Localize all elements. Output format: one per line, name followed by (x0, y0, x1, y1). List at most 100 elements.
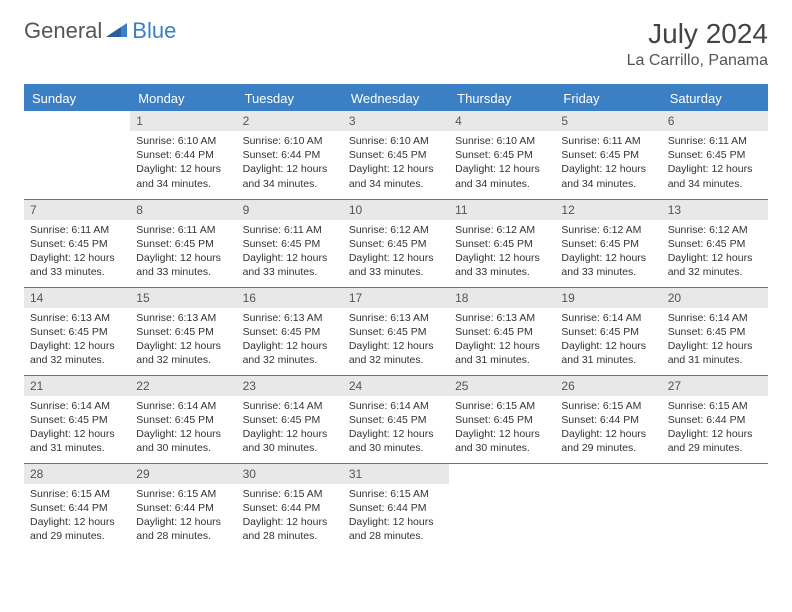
sunset-text: Sunset: 6:44 PM (561, 413, 655, 427)
sunrise-text: Sunrise: 6:11 AM (136, 223, 230, 237)
sunset-text: Sunset: 6:44 PM (243, 148, 337, 162)
daylight-text: Daylight: 12 hours and 31 minutes. (561, 339, 655, 367)
calendar-cell: 1Sunrise: 6:10 AMSunset: 6:44 PMDaylight… (130, 111, 236, 199)
day-details: Sunrise: 6:10 AMSunset: 6:45 PMDaylight:… (449, 131, 555, 195)
daylight-text: Daylight: 12 hours and 30 minutes. (136, 427, 230, 455)
sunrise-text: Sunrise: 6:14 AM (668, 311, 762, 325)
sunset-text: Sunset: 6:45 PM (349, 413, 443, 427)
sunrise-text: Sunrise: 6:15 AM (243, 487, 337, 501)
calendar-cell: 12Sunrise: 6:12 AMSunset: 6:45 PMDayligh… (555, 199, 661, 287)
calendar-cell: 28Sunrise: 6:15 AMSunset: 6:44 PMDayligh… (24, 463, 130, 551)
day-details: Sunrise: 6:13 AMSunset: 6:45 PMDaylight:… (24, 308, 130, 372)
sunset-text: Sunset: 6:45 PM (455, 413, 549, 427)
daylight-text: Daylight: 12 hours and 32 minutes. (243, 339, 337, 367)
sunrise-text: Sunrise: 6:12 AM (349, 223, 443, 237)
day-details: Sunrise: 6:14 AMSunset: 6:45 PMDaylight:… (343, 396, 449, 460)
sunrise-text: Sunrise: 6:10 AM (455, 134, 549, 148)
daylight-text: Daylight: 12 hours and 33 minutes. (561, 251, 655, 279)
daylight-text: Daylight: 12 hours and 32 minutes. (349, 339, 443, 367)
day-details: Sunrise: 6:13 AMSunset: 6:45 PMDaylight:… (343, 308, 449, 372)
daylight-text: Daylight: 12 hours and 28 minutes. (243, 515, 337, 543)
day-number: 11 (449, 200, 555, 220)
calendar-cell: 15Sunrise: 6:13 AMSunset: 6:45 PMDayligh… (130, 287, 236, 375)
calendar-week: 14Sunrise: 6:13 AMSunset: 6:45 PMDayligh… (24, 287, 768, 375)
day-number: 28 (24, 464, 130, 484)
day-number: 23 (237, 376, 343, 396)
day-number: 7 (24, 200, 130, 220)
calendar-cell: 3Sunrise: 6:10 AMSunset: 6:45 PMDaylight… (343, 111, 449, 199)
sunrise-text: Sunrise: 6:14 AM (243, 399, 337, 413)
day-number: 21 (24, 376, 130, 396)
sunrise-text: Sunrise: 6:11 AM (668, 134, 762, 148)
sunset-text: Sunset: 6:45 PM (30, 237, 124, 251)
day-number: 17 (343, 288, 449, 308)
calendar-cell: 23 Sunrise: 6:14 AMSunset: 6:45 PMDayligh… (237, 375, 343, 463)
day-details: Sunrise: 6:14 AMSunset: 6:45 PMDaylight:… (555, 308, 661, 372)
sunset-text: Sunset: 6:45 PM (561, 148, 655, 162)
title-block: July 2024 La Carrillo, Panama (627, 18, 768, 70)
day-details: Sunrise: 6:13 AMSunset: 6:45 PMDaylight:… (237, 308, 343, 372)
weekday-header: Sunday (24, 85, 130, 111)
weekday-header: Thursday (449, 85, 555, 111)
sunrise-text: Sunrise: 6:12 AM (455, 223, 549, 237)
calendar-table: SundayMondayTuesdayWednesdayThursdayFrid… (24, 84, 768, 551)
calendar-cell: 20Sunrise: 6:14 AMSunset: 6:45 PMDayligh… (662, 287, 768, 375)
day-details: Sunrise: 6:10 AMSunset: 6:45 PMDaylight:… (343, 131, 449, 195)
calendar-body: 1Sunrise: 6:10 AMSunset: 6:44 PMDaylight… (24, 111, 768, 551)
calendar-cell (24, 111, 130, 199)
weekday-header: Tuesday (237, 85, 343, 111)
header: General Blue July 2024 La Carrillo, Pana… (24, 18, 768, 70)
day-details: Sunrise: 6:15 AMSunset: 6:45 PMDaylight:… (449, 396, 555, 460)
daylight-text: Daylight: 12 hours and 31 minutes. (668, 339, 762, 367)
calendar-cell: 13Sunrise: 6:12 AMSunset: 6:45 PMDayligh… (662, 199, 768, 287)
daylight-text: Daylight: 12 hours and 29 minutes. (561, 427, 655, 455)
day-details: Sunrise: 6:11 AMSunset: 6:45 PMDaylight:… (662, 131, 768, 195)
daylight-text: Daylight: 12 hours and 30 minutes. (243, 427, 337, 455)
sunset-text: Sunset: 6:44 PM (349, 501, 443, 515)
calendar-cell: 11Sunrise: 6:12 AMSunset: 6:45 PMDayligh… (449, 199, 555, 287)
sunset-text: Sunset: 6:45 PM (668, 148, 762, 162)
day-number: 9 (237, 200, 343, 220)
sunset-text: Sunset: 6:45 PM (30, 325, 124, 339)
daylight-text: Daylight: 12 hours and 29 minutes. (668, 427, 762, 455)
sunset-text: Sunset: 6:45 PM (668, 237, 762, 251)
sunset-text: Sunset: 6:44 PM (136, 148, 230, 162)
daylight-text: Daylight: 12 hours and 28 minutes. (349, 515, 443, 543)
calendar-cell: 31Sunrise: 6:15 AMSunset: 6:44 PMDayligh… (343, 463, 449, 551)
day-details: Sunrise: 6:10 AMSunset: 6:44 PMDaylight:… (237, 131, 343, 195)
sunset-text: Sunset: 6:45 PM (30, 413, 124, 427)
sunrise-text: Sunrise: 6:15 AM (561, 399, 655, 413)
weekday-header: Saturday (662, 85, 768, 111)
sunset-text: Sunset: 6:44 PM (668, 413, 762, 427)
sunrise-text: Sunrise: 6:15 AM (668, 399, 762, 413)
sunset-text: Sunset: 6:45 PM (136, 237, 230, 251)
daylight-text: Daylight: 12 hours and 34 minutes. (455, 162, 549, 190)
calendar-cell: 2Sunrise: 6:10 AMSunset: 6:44 PMDaylight… (237, 111, 343, 199)
day-number: 6 (662, 111, 768, 131)
sunset-text: Sunset: 6:45 PM (455, 237, 549, 251)
calendar-week: 1Sunrise: 6:10 AMSunset: 6:44 PMDaylight… (24, 111, 768, 199)
calendar-header: SundayMondayTuesdayWednesdayThursdayFrid… (24, 85, 768, 111)
sunset-text: Sunset: 6:45 PM (243, 413, 337, 427)
sunset-text: Sunset: 6:45 PM (243, 237, 337, 251)
calendar-cell: 16Sunrise: 6:13 AMSunset: 6:45 PMDayligh… (237, 287, 343, 375)
day-number: 5 (555, 111, 661, 131)
day-number: 12 (555, 200, 661, 220)
day-number: 22 (130, 376, 236, 396)
calendar-cell: 22Sunrise: 6:14 AMSunset: 6:45 PMDayligh… (130, 375, 236, 463)
daylight-text: Daylight: 12 hours and 32 minutes. (668, 251, 762, 279)
sunrise-text: Sunrise: 6:10 AM (136, 134, 230, 148)
day-number: 10 (343, 200, 449, 220)
sunset-text: Sunset: 6:44 PM (30, 501, 124, 515)
logo-text-general: General (24, 18, 102, 44)
sunset-text: Sunset: 6:45 PM (136, 413, 230, 427)
day-details: Sunrise: 6:11 AMSunset: 6:45 PMDaylight:… (555, 131, 661, 195)
day-details: Sunrise: 6:12 AMSunset: 6:45 PMDaylight:… (343, 220, 449, 284)
calendar-week: 21Sunrise: 6:14 AMSunset: 6:45 PMDayligh… (24, 375, 768, 463)
day-number: 3 (343, 111, 449, 131)
sunset-text: Sunset: 6:45 PM (455, 325, 549, 339)
calendar-cell: 19Sunrise: 6:14 AMSunset: 6:45 PMDayligh… (555, 287, 661, 375)
calendar-cell (662, 463, 768, 551)
day-details: Sunrise: 6:15 AMSunset: 6:44 PMDaylight:… (130, 484, 236, 548)
weekday-header: Monday (130, 85, 236, 111)
